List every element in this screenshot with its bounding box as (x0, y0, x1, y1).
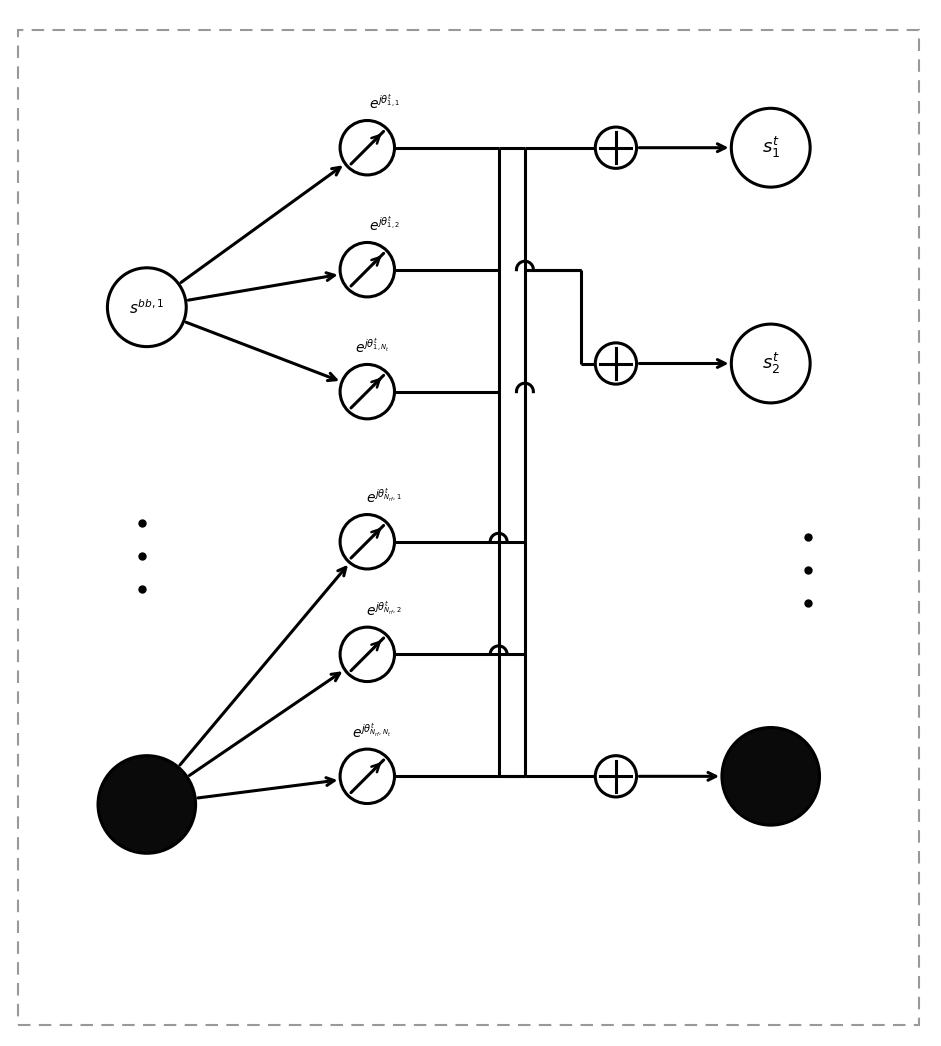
Circle shape (596, 755, 636, 797)
Text: $e^{j\theta_{N_{rf},1}^t}$: $e^{j\theta_{N_{rf},1}^t}$ (366, 487, 402, 506)
Circle shape (107, 268, 186, 346)
Circle shape (340, 243, 394, 297)
Circle shape (340, 364, 394, 418)
Circle shape (596, 343, 636, 384)
Circle shape (340, 515, 394, 569)
Circle shape (340, 628, 394, 682)
Text: $e^{j\theta_{N_{rf},2}^t}$: $e^{j\theta_{N_{rf},2}^t}$ (366, 599, 402, 618)
Circle shape (340, 749, 394, 803)
Text: $s_2^t$: $s_2^t$ (761, 351, 780, 377)
Circle shape (731, 109, 810, 187)
Circle shape (731, 324, 810, 403)
Text: $s_1^t$: $s_1^t$ (761, 135, 780, 160)
Text: $e^{j\theta_{N_{rf},N_t}^t}$: $e^{j\theta_{N_{rf},N_t}^t}$ (352, 722, 391, 741)
Text: $e^{j\theta_{1,N_t}^t}$: $e^{j\theta_{1,N_t}^t}$ (355, 337, 390, 356)
Circle shape (722, 728, 820, 825)
Text: $e^{j\theta_{1,2}^t}$: $e^{j\theta_{1,2}^t}$ (369, 215, 400, 234)
Text: $e^{j\theta_{1,1}^t}$: $e^{j\theta_{1,1}^t}$ (369, 93, 400, 112)
Circle shape (340, 120, 394, 175)
Text: $s^{bb,1}$: $s^{bb,1}$ (129, 298, 165, 317)
Circle shape (596, 127, 636, 168)
Circle shape (98, 755, 196, 854)
